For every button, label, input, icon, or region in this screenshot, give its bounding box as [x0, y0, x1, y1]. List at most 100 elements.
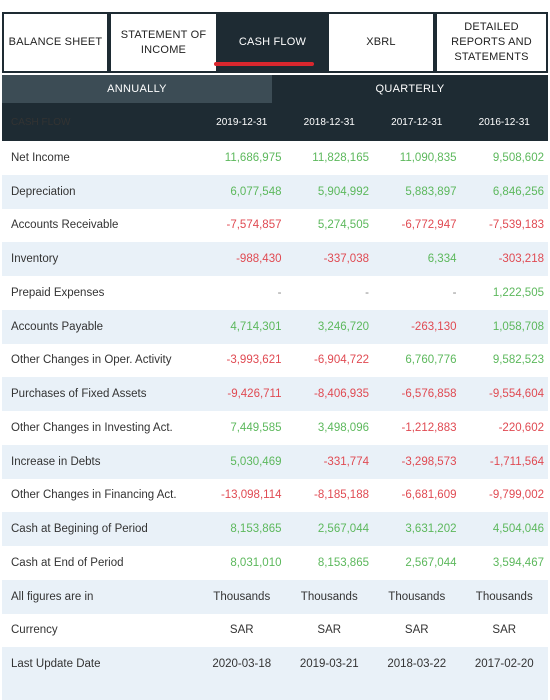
table-row: Currency SAR SAR SAR SAR [2, 613, 548, 648]
row-value: -7,539,183 [489, 219, 544, 232]
table-row: Depreciation 6,077,548 5,904,992 5,883,897 6… [2, 174, 548, 209]
row-label: Cash at Begining of Period [11, 523, 148, 536]
row-label: Increase in Debts [11, 455, 101, 468]
row-value: 6,077,548 [230, 185, 282, 198]
row-value: 2020-03-18 [212, 658, 272, 671]
table-row: Increase in Debts 5,030,469 -331,774 -3,298… [2, 444, 548, 479]
row-value: SAR [229, 624, 254, 637]
row-value: 6,334 [427, 253, 457, 266]
row-value: Thousands [388, 590, 446, 603]
cash-flow-table: CASH FLOW 2019-12-31 2018-12-31 2017-12-… [2, 103, 548, 681]
row-value: 6,846,256 [492, 185, 544, 198]
header-year: 2017-12-31 [391, 116, 443, 128]
row-value: -6,576,858 [401, 388, 457, 401]
row-label: Inventory [11, 253, 59, 266]
row-label: Last Update Date [11, 658, 101, 671]
row-value: 1,058,708 [492, 320, 544, 333]
row-value: 5,904,992 [317, 185, 369, 198]
row-value: -1,212,883 [401, 421, 457, 434]
row-value: 3,246,720 [317, 320, 369, 333]
row-value: 11,828,165 [312, 151, 369, 164]
row-value: 4,504,046 [492, 523, 544, 536]
row-value: 7,449,585 [230, 421, 282, 434]
row-label: Accounts Payable [11, 320, 104, 333]
annually-button[interactable]: ANNUALLY [2, 75, 272, 103]
table-row: Last Update Date 2020-03-18 2019-03-21 2018… [2, 647, 548, 681]
row-value: 2,567,044 [317, 523, 369, 536]
row-label: Net Income [11, 151, 70, 164]
row-value: 5,883,897 [405, 185, 457, 198]
row-value: - [365, 286, 369, 299]
row-label: Other Changes in Oper. Activity [11, 354, 172, 367]
row-value: Thousands [213, 590, 271, 603]
table-row: Prepaid Expenses - - - 1,222,505 [2, 276, 548, 310]
table-body: Net Income 11,686,975 11,828,165 11,090,835… [2, 141, 548, 681]
row-value: - [452, 286, 457, 299]
row-value: -6,904,722 [314, 354, 369, 367]
row-value: 3,594,467 [492, 556, 544, 569]
header-year: 2019-12-31 [216, 116, 268, 128]
row-label: Purchases of Fixed Assets [11, 388, 147, 401]
table-row: Accounts Payable 4,714,301 3,246,720 -263,1… [2, 309, 548, 344]
table-row: Other Changes in Investing Act. 7,449,585… [2, 411, 548, 445]
table-header: CASH FLOW 2019-12-31 2018-12-31 2017-12-… [2, 103, 548, 141]
row-value: -331,774 [323, 455, 369, 468]
table-footer [2, 681, 548, 700]
row-value: -337,038 [323, 253, 369, 266]
row-value: -1,711,564 [489, 455, 544, 468]
quarterly-button[interactable]: QUARTERLY [272, 75, 548, 103]
row-label: Other Changes in Investing Act. [11, 421, 173, 434]
tab-detailed-reports[interactable]: DETAILED REPORTS AND STATEMENTS [435, 12, 548, 73]
row-value: -8,185,188 [314, 489, 369, 502]
table-row: Accounts Receivable -7,574,857 5,274,505 -6… [2, 208, 548, 243]
row-label: Depreciation [11, 185, 76, 198]
header-year: 2018-12-31 [303, 116, 355, 128]
header-year: 2016-12-31 [478, 116, 530, 128]
table-row: Purchases of Fixed Assets -9,426,711 -8,40… [2, 377, 548, 411]
row-value: 1,222,505 [492, 286, 544, 299]
row-value: -8,406,935 [314, 388, 369, 401]
row-value: - [277, 286, 282, 299]
row-value: -9,426,711 [227, 388, 282, 401]
row-value: 11,686,975 [224, 151, 282, 164]
row-value: -988,430 [236, 253, 282, 266]
row-value: -303,218 [498, 253, 544, 266]
table-row: Inventory -988,430 -337,038 6,334 -303,218 [2, 242, 548, 276]
row-value: -220,602 [498, 421, 544, 434]
row-value: 3,498,096 [317, 421, 369, 434]
row-value: -13,098,114 [220, 489, 282, 502]
row-value: 2019-03-21 [299, 658, 359, 671]
row-value: Thousands [300, 590, 358, 603]
row-value: 2,567,044 [405, 556, 457, 569]
tab-balance-sheet[interactable]: BALANCE SHEET [2, 12, 109, 73]
row-label: Accounts Receivable [11, 219, 119, 232]
header-label: CASH FLOW [11, 116, 71, 128]
row-label: Currency [11, 624, 58, 637]
row-value: Thousands [475, 590, 533, 603]
row-value: -3,993,621 [226, 354, 282, 367]
row-value: 2018-03-22 [387, 658, 447, 671]
row-value: -6,772,947 [401, 219, 457, 232]
row-value: -7,574,857 [226, 219, 282, 232]
row-value: 8,153,865 [317, 556, 369, 569]
tab-statement-of-income[interactable]: STATEMENT OF INCOME [109, 12, 218, 73]
row-label: Other Changes in Financing Act. [11, 489, 177, 502]
table-row: Cash at Begining of Period 8,153,865 2,567… [2, 512, 548, 546]
row-value: 6,760,776 [405, 354, 457, 367]
row-label: Prepaid Expenses [11, 286, 105, 299]
row-label: All figures are in [11, 590, 94, 603]
row-value: -9,554,604 [489, 388, 544, 401]
row-value: -263,130 [411, 320, 457, 333]
row-label: Cash at End of Period [11, 556, 124, 569]
table-row: Other Changes in Financing Act. -13,098,1… [2, 478, 548, 513]
row-value: 8,031,010 [230, 556, 282, 569]
row-value: -9,799,002 [489, 489, 544, 502]
report-tabs: BALANCE SHEET STATEMENT OF INCOME CASH F… [0, 0, 550, 75]
row-value: SAR [404, 624, 429, 637]
tab-xbrl[interactable]: XBRL [327, 12, 435, 73]
row-value: 5,030,469 [230, 455, 282, 468]
row-value: 3,631,202 [405, 523, 457, 536]
row-value: -3,298,573 [401, 455, 457, 468]
table-row: Net Income 11,686,975 11,828,165 11,090,835… [2, 141, 548, 175]
active-tab-underline [214, 62, 314, 66]
